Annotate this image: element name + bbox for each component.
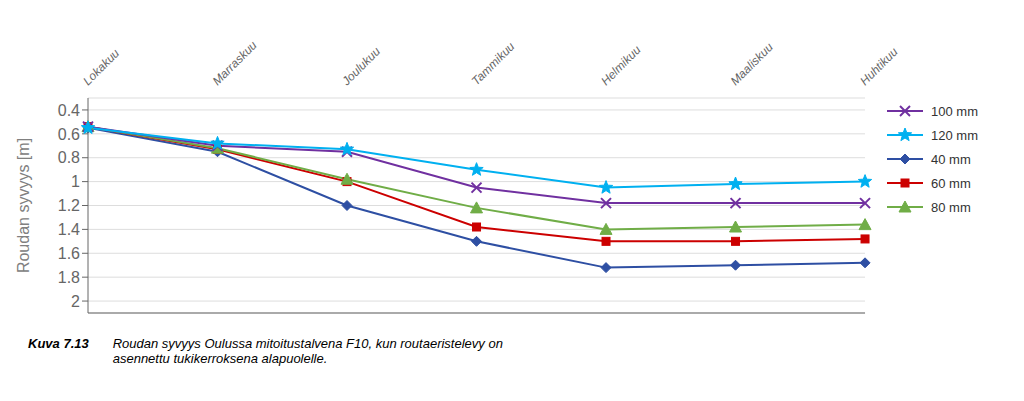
- svg-text:0.8: 0.8: [58, 149, 80, 166]
- svg-text:0.4: 0.4: [58, 102, 80, 119]
- html-text:Roudan syvyys Oulussa mitoitus: Roudan syvyys Oulussa mitoitustalvena F1…: [112, 336, 503, 366]
- svg-text:Lokakuu: Lokakuu: [80, 46, 122, 88]
- svg-text:Huhtikuu: Huhtikuu: [857, 45, 901, 89]
- html-text:Kuva 7.13: Kuva 7.13: [28, 336, 89, 351]
- svg-text:Tammikuu: Tammikuu: [469, 39, 518, 88]
- svg-text:1.2: 1.2: [58, 197, 80, 214]
- svg-text:Maaliskuu: Maaliskuu: [728, 40, 776, 88]
- html-text:60 mm: 60 mm: [931, 175, 971, 191]
- svg-text:0.6: 0.6: [58, 126, 80, 143]
- svg-text:1.4: 1.4: [58, 221, 80, 238]
- html-text:40 mm: 40 mm: [931, 151, 971, 167]
- html-text:80 mm: 80 mm: [931, 199, 971, 215]
- svg-text:Marraskuu: Marraskuu: [210, 38, 260, 88]
- svg-text:1.6: 1.6: [58, 245, 80, 262]
- svg-text:1.8: 1.8: [58, 269, 80, 286]
- svg-text:Roudan syvyys [m]: Roudan syvyys [m]: [15, 138, 32, 273]
- svg-text:Joulukuu: Joulukuu: [339, 44, 384, 89]
- svg-text:2: 2: [71, 293, 80, 310]
- svg-text:Helmikuu: Helmikuu: [598, 43, 643, 88]
- svg-text:1: 1: [71, 173, 80, 190]
- html-text:100 mm: 100 mm: [931, 103, 978, 119]
- html-text:120 mm: 120 mm: [931, 127, 978, 143]
